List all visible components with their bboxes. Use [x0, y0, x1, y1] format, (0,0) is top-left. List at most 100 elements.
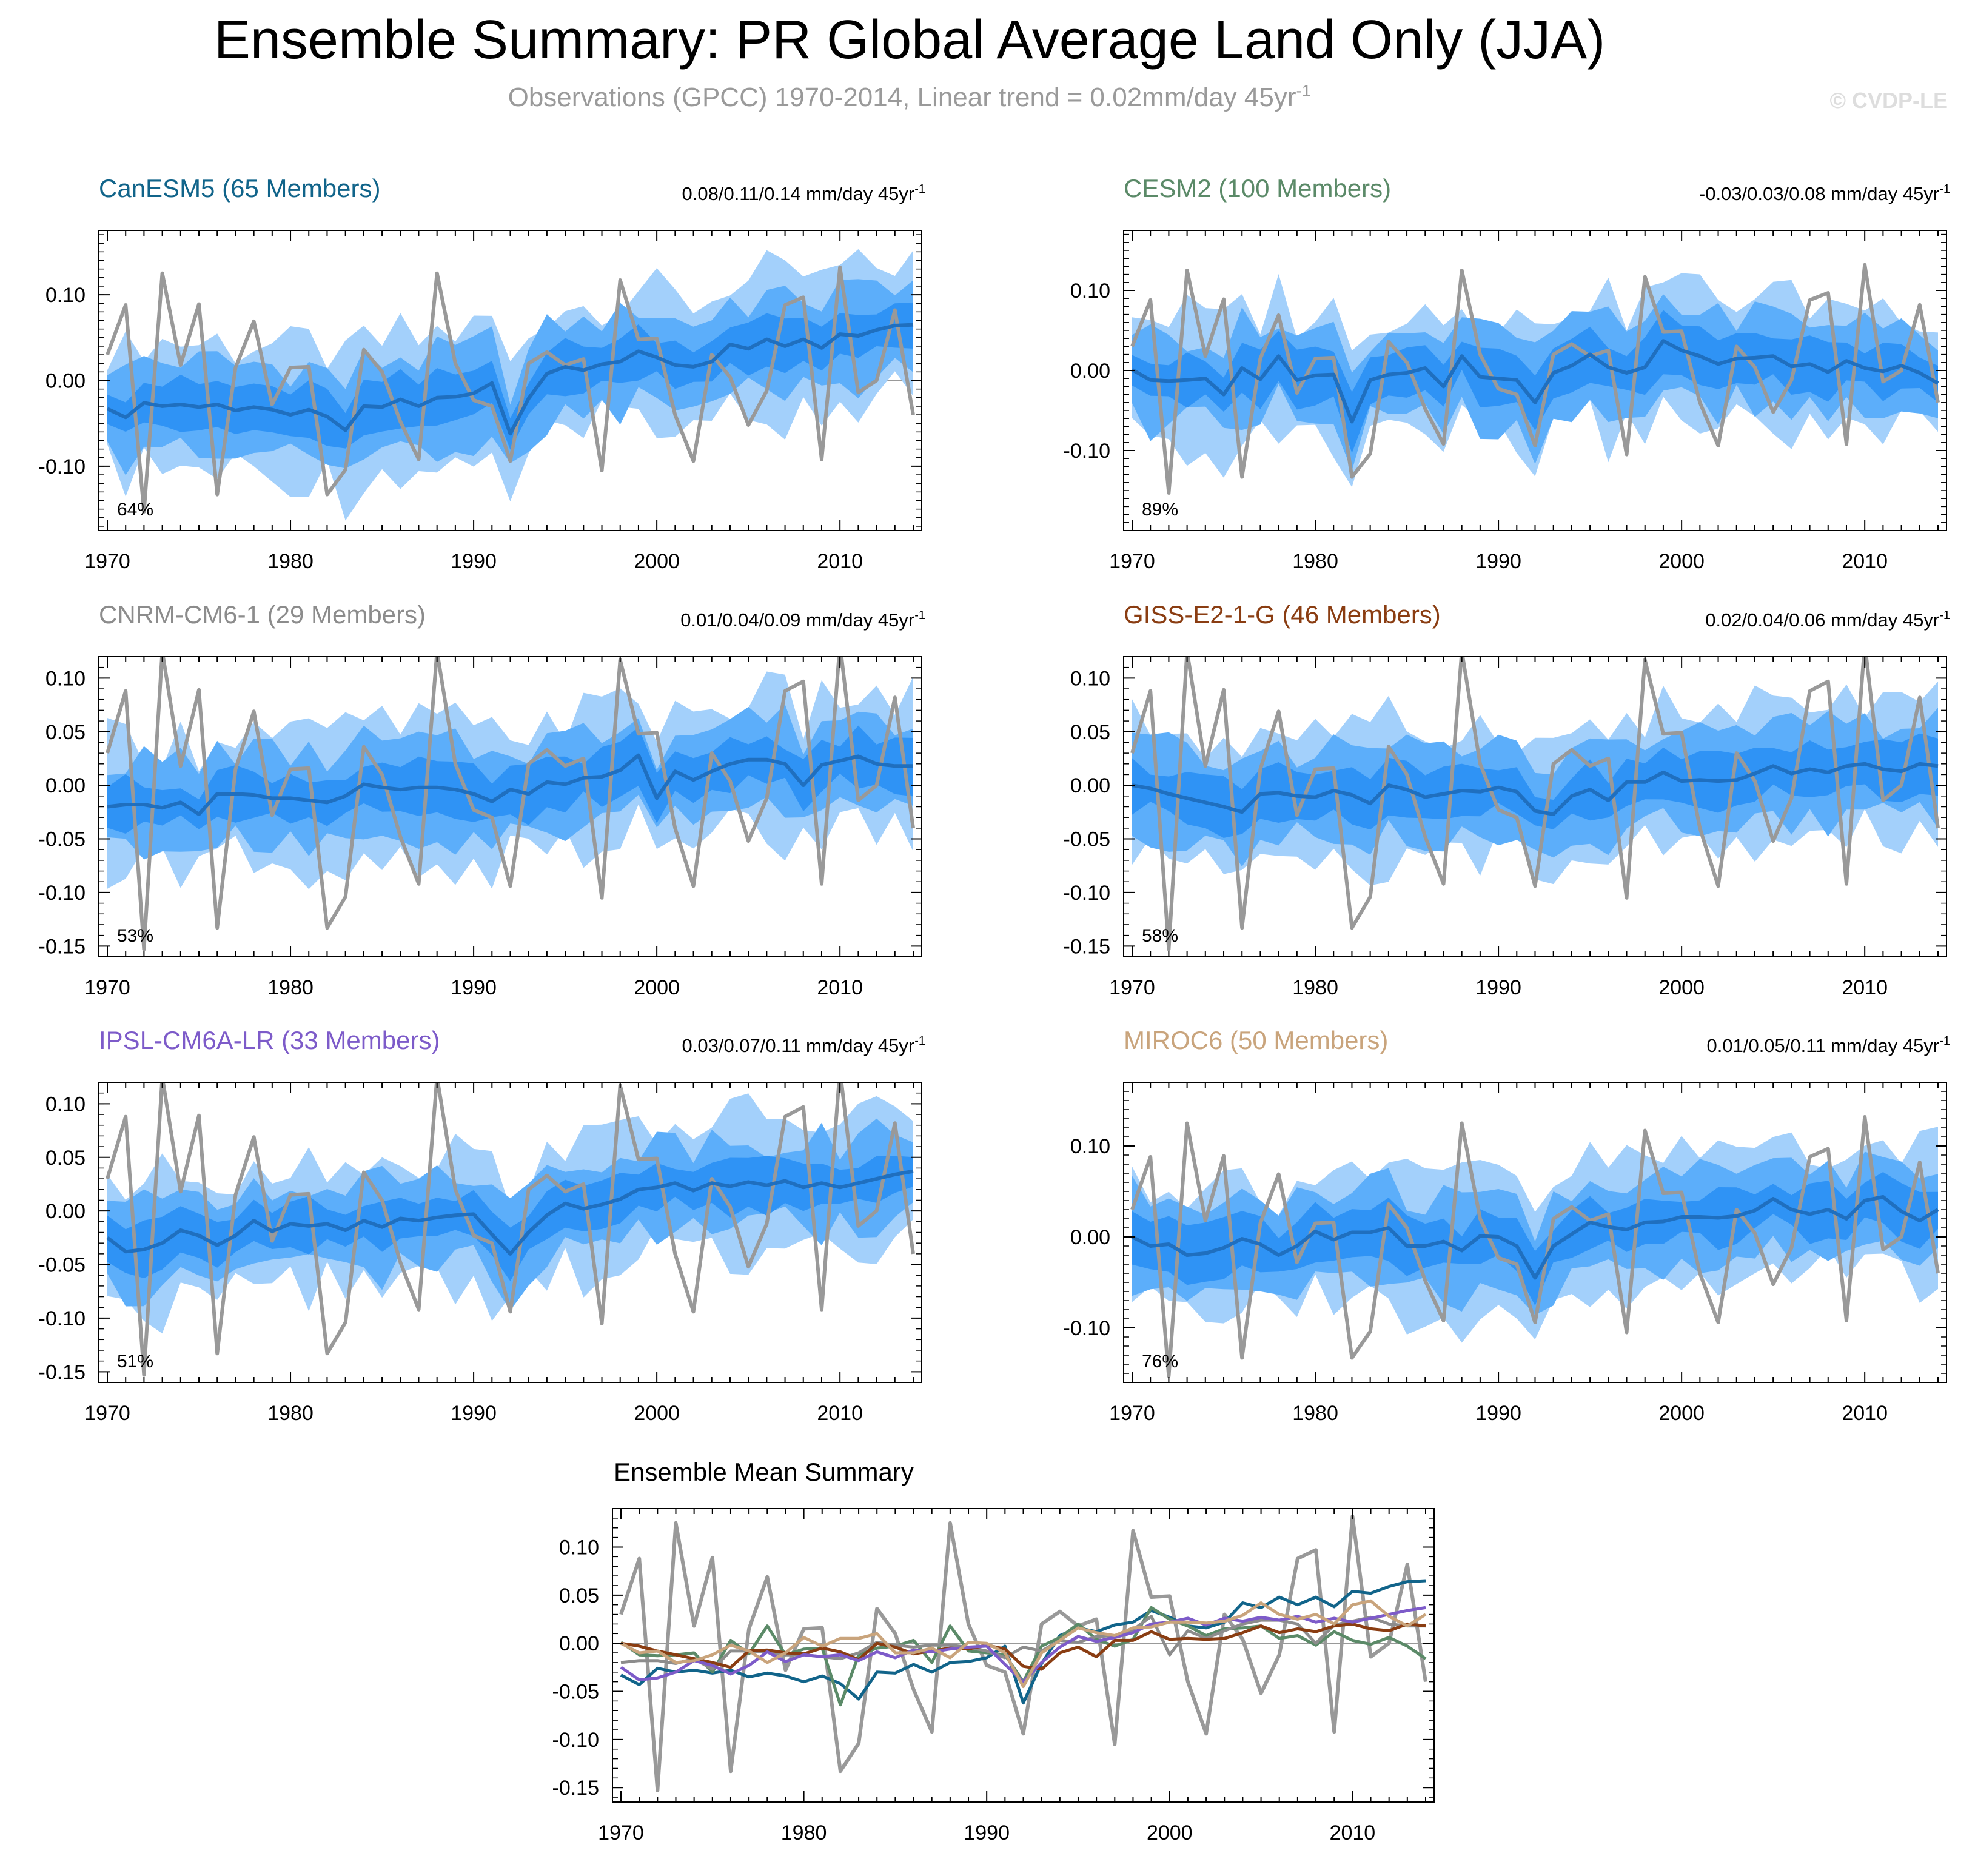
- panel-title: MIROC6 (50 Members): [1124, 1026, 1388, 1054]
- x-tick-label: 1970: [1109, 976, 1155, 999]
- trend-label: 0.08/0.11/0.14 mm/day 45yr-1: [682, 183, 926, 204]
- plot-data: [99, 1082, 922, 1377]
- x-tick-label: 2000: [634, 1402, 680, 1425]
- percent-label: 89%: [1142, 500, 1178, 520]
- y-tick-label: -0.10: [39, 882, 86, 905]
- panel-7: Ensemble Mean Summary 1970 1980 1990 2000 201…: [552, 1458, 1435, 1844]
- x-tick-label: 2000: [634, 550, 680, 573]
- x-tick-label: 1990: [1475, 1402, 1521, 1425]
- y-tick-label: 0.05: [559, 1584, 599, 1607]
- x-tick-label: 1990: [451, 550, 497, 573]
- x-tick-label: 2000: [1658, 1402, 1705, 1425]
- subtitle-superscript: -1: [1296, 81, 1311, 100]
- summary-series-5: [620, 1622, 1426, 1671]
- panel-title: CESM2 (100 Members): [1124, 174, 1391, 203]
- y-tick-label: -0.10: [39, 455, 86, 478]
- y-tick-label: -0.10: [552, 1729, 600, 1752]
- spread-band-inner: [107, 303, 913, 450]
- x-tick-label: 1970: [1109, 1402, 1155, 1425]
- panel-title: CanESM5 (65 Members): [99, 174, 380, 203]
- percent-label: 53%: [117, 926, 153, 946]
- panel-1: CanESM5 (65 Members) 0.08/0.11/0.14 mm/da…: [39, 174, 926, 573]
- x-tick-label: 2010: [817, 550, 863, 573]
- x-tick-label: 1970: [84, 1402, 130, 1425]
- panel-4: GISS-E2-1-G (46 Members) 0.02/0.04/0.06 m…: [1064, 600, 1951, 999]
- x-tick-label: 2010: [1842, 550, 1888, 573]
- summary-series-2: [620, 1579, 1426, 1705]
- plot-data: [1124, 657, 1946, 951]
- y-tick-label: -0.10: [1064, 440, 1111, 463]
- x-tick-label: 1990: [451, 976, 497, 999]
- x-tick-label: 1990: [1475, 976, 1521, 999]
- plot-data: [1124, 1115, 1946, 1378]
- x-tick-label: 1970: [84, 550, 130, 573]
- trend-label: 0.02/0.04/0.06 mm/day 45yr-1: [1705, 609, 1950, 631]
- x-tick-label: 1980: [267, 976, 314, 999]
- x-tick-label: 1980: [1292, 1402, 1338, 1425]
- y-tick-label: 0.10: [1070, 280, 1110, 303]
- y-tick-label: -0.05: [39, 1254, 86, 1277]
- x-tick-label: 2000: [634, 976, 680, 999]
- panel-title: IPSL-CM6A-LR (33 Members): [99, 1026, 440, 1054]
- y-tick-label: -0.05: [552, 1681, 600, 1704]
- observed-line: [1130, 657, 1940, 951]
- y-tick-label: -0.10: [39, 1307, 86, 1330]
- ensemble-mean-line: [1131, 1195, 1939, 1280]
- x-tick-label: 2010: [1330, 1821, 1376, 1844]
- plot-data: [1124, 263, 1946, 495]
- y-tick-label: -0.10: [1064, 882, 1111, 905]
- y-tick-label: 0.05: [45, 721, 86, 744]
- ensemble-mean-line: [107, 753, 913, 816]
- panel-3: CNRM-CM6-1 (29 Members) 0.01/0.04/0.09 mm…: [39, 600, 926, 999]
- copyright-label: © CVDP-LE: [1829, 88, 1948, 113]
- percent-label: 76%: [1142, 1352, 1178, 1372]
- x-tick-label: 2000: [1658, 976, 1705, 999]
- percent-label: 51%: [117, 1352, 153, 1372]
- x-tick-label: 2010: [1842, 1402, 1888, 1425]
- figure-subtitle: Observations (GPCC) 1970-2014, Linear tr…: [508, 81, 1312, 112]
- y-tick-label: 0.00: [45, 774, 86, 797]
- observed-line: [1130, 1115, 1940, 1378]
- spread-band-middle: [1132, 708, 1938, 867]
- panel-6: MIROC6 (50 Members) 0.01/0.05/0.11 mm/day…: [1064, 1026, 1951, 1425]
- spread-band-inner: [1132, 1172, 1938, 1306]
- x-tick-label: 1980: [267, 1402, 314, 1425]
- x-tick-label: 1970: [598, 1821, 644, 1844]
- x-tick-label: 2010: [817, 1402, 863, 1425]
- y-tick-label: 0.05: [1070, 721, 1110, 744]
- x-tick-label: 1990: [451, 1402, 497, 1425]
- ensemble-mean-line: [1131, 339, 1939, 424]
- y-tick-label: 0.10: [45, 1093, 86, 1116]
- summary-series-7: [620, 1599, 1427, 1689]
- trend-label: 0.01/0.04/0.09 mm/day 45yr-1: [680, 609, 925, 631]
- ensemble-mean-line: [1132, 762, 1939, 816]
- panel-2: CESM2 (100 Members) -0.03/0.03/0.08 mm/da…: [1064, 174, 1951, 573]
- plot-data: [99, 249, 922, 521]
- y-tick-label: -0.15: [1064, 935, 1111, 958]
- x-tick-label: 2010: [1842, 976, 1888, 999]
- x-tick-label: 1990: [1475, 550, 1521, 573]
- y-tick-label: 0.00: [559, 1632, 599, 1655]
- summary-series-1: [619, 1514, 1427, 1792]
- x-tick-label: 1980: [1292, 976, 1338, 999]
- y-tick-label: 0.10: [1070, 1135, 1110, 1158]
- figure-title: Ensemble Summary: PR Global Average Land…: [214, 10, 1605, 70]
- x-tick-label: 1980: [1292, 550, 1338, 573]
- observed-line: [1130, 263, 1940, 495]
- y-tick-label: 0.00: [1070, 360, 1110, 383]
- y-tick-label: 0.10: [45, 667, 86, 690]
- y-tick-label: -0.05: [39, 828, 86, 851]
- panel-title: CNRM-CM6-1 (29 Members): [99, 600, 426, 629]
- x-tick-label: 1980: [267, 550, 314, 573]
- y-tick-label: 0.10: [559, 1536, 599, 1559]
- y-tick-label: -0.05: [1064, 828, 1111, 851]
- observed-line: [106, 1082, 915, 1377]
- y-tick-label: 0.00: [1070, 774, 1110, 797]
- trend-label: 0.01/0.05/0.11 mm/day 45yr-1: [1707, 1034, 1951, 1056]
- y-tick-label: 0.00: [45, 1200, 86, 1223]
- y-tick-label: 0.05: [45, 1147, 86, 1170]
- y-tick-label: -0.15: [552, 1777, 600, 1800]
- y-tick-label: -0.15: [39, 935, 86, 958]
- trend-label: -0.03/0.03/0.08 mm/day 45yr-1: [1699, 183, 1950, 204]
